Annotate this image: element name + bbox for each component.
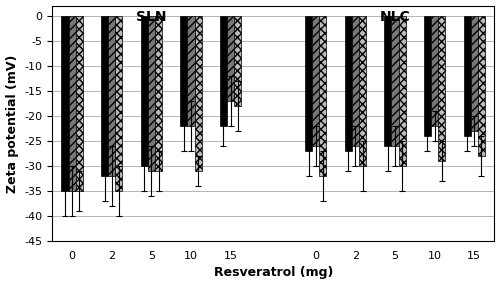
Bar xyxy=(470,16,478,131)
Bar xyxy=(424,16,431,136)
Bar xyxy=(101,16,108,176)
Bar xyxy=(234,16,241,106)
Bar xyxy=(320,16,326,176)
Bar xyxy=(352,16,359,146)
Y-axis label: Zeta potential (mV): Zeta potential (mV) xyxy=(6,54,18,193)
Bar xyxy=(76,16,83,191)
Bar xyxy=(148,16,155,171)
X-axis label: Resveratrol (mg): Resveratrol (mg) xyxy=(214,266,333,280)
Bar xyxy=(431,16,438,126)
Bar xyxy=(116,16,122,191)
Bar xyxy=(438,16,446,161)
Bar xyxy=(344,16,352,151)
Bar xyxy=(62,16,68,191)
Bar xyxy=(359,16,366,166)
Bar xyxy=(398,16,406,166)
Bar xyxy=(194,16,202,171)
Bar xyxy=(108,16,116,176)
Bar xyxy=(305,16,312,151)
Bar xyxy=(68,16,75,191)
Text: NLC: NLC xyxy=(380,10,410,24)
Bar xyxy=(392,16,398,146)
Bar xyxy=(220,16,227,126)
Bar xyxy=(464,16,470,136)
Text: SLN: SLN xyxy=(136,10,166,24)
Bar xyxy=(384,16,392,146)
Bar xyxy=(140,16,148,166)
Bar xyxy=(227,16,234,101)
Bar xyxy=(478,16,485,156)
Bar xyxy=(180,16,188,126)
Bar xyxy=(312,16,320,146)
Bar xyxy=(188,16,194,126)
Bar xyxy=(155,16,162,171)
